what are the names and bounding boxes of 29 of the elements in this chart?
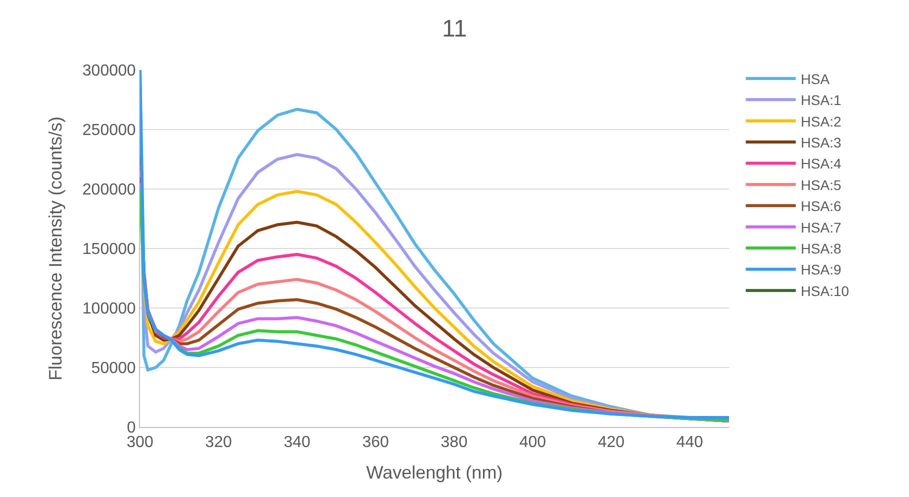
- legend-label: HSA:4: [800, 156, 842, 172]
- y-tick-label: 200000: [82, 182, 136, 199]
- legend-label: HSA:10: [800, 282, 850, 299]
- legend-label: HSA:3: [800, 134, 842, 151]
- y-axis-title: Fluorescence Intensity (counts/s): [46, 116, 66, 381]
- legend-label: HSA:1: [800, 92, 842, 108]
- x-tick-label: 400: [519, 434, 546, 452]
- y-tick-label: 150000: [82, 241, 136, 258]
- y-tick-label: 100000: [82, 300, 136, 318]
- legend-label: HSA:8: [800, 240, 842, 257]
- legend-label: HSA:9: [800, 262, 842, 278]
- y-tick-label: 250000: [82, 122, 136, 140]
- legend-label: HSA:2: [800, 113, 842, 130]
- y-tick-label: 300000: [82, 62, 136, 80]
- legend-label: HSA:6: [800, 198, 842, 214]
- x-tick-label: 420: [598, 434, 625, 452]
- legend-label: HSA:7: [800, 219, 842, 236]
- x-axis-title: Wavelenght (nm): [366, 462, 503, 482]
- legend-label: HSA: [800, 70, 830, 87]
- x-tick-label: 360: [362, 434, 390, 452]
- x-tick-label: 320: [205, 434, 232, 452]
- y-tick-label: 50000: [91, 360, 136, 378]
- legend-label: HSA:5: [800, 176, 842, 193]
- y-tick-label: 0: [126, 420, 136, 437]
- x-tick-label: 300: [126, 434, 154, 452]
- x-tick-label: 380: [440, 434, 468, 452]
- x-tick-label: 440: [676, 434, 704, 452]
- x-tick-label: 340: [284, 434, 311, 452]
- chart-title: 11: [442, 16, 467, 43]
